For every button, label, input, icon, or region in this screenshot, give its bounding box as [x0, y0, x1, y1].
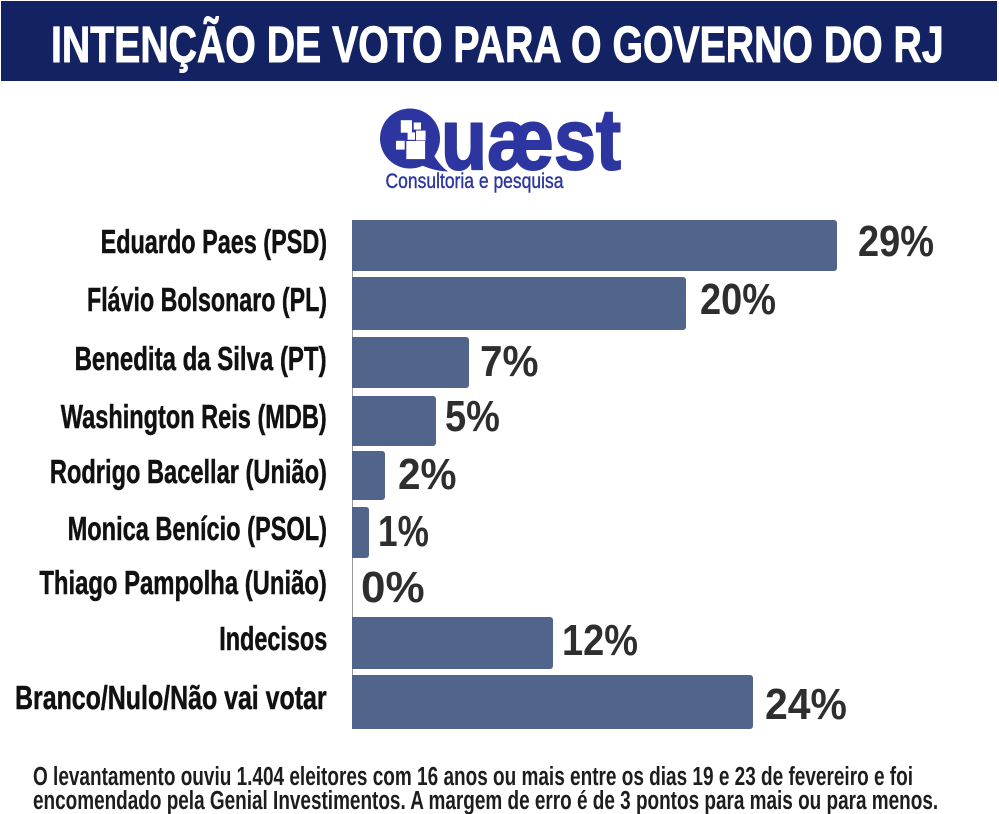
svg-text:Consultoria e pesquisa: Consultoria e pesquisa — [386, 170, 564, 193]
svg-text:uæst: uæst — [441, 98, 621, 188]
